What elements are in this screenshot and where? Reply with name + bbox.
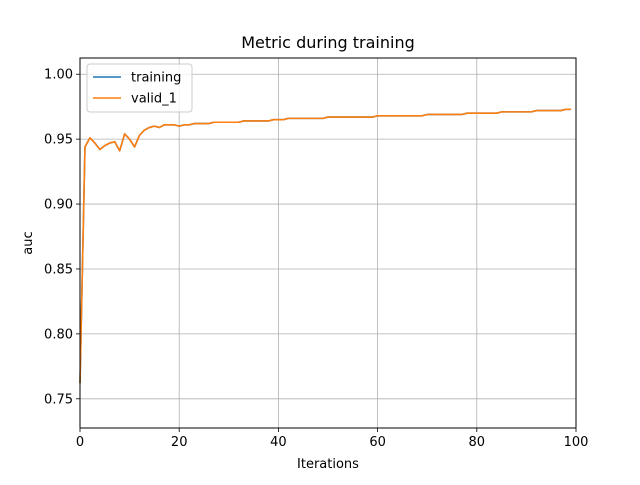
y-tick-label: 0.85: [44, 262, 73, 277]
x-tick-label: 20: [171, 435, 188, 450]
y-tick-label: 1.00: [44, 68, 73, 83]
legend-label-valid-1: valid_1: [131, 92, 177, 107]
x-tick-label: 60: [369, 435, 386, 450]
series-line-valid-1: [79, 108, 572, 384]
chart-title: Metric during training: [241, 33, 415, 52]
legend-box: [86, 63, 193, 113]
axis-ticks: 0 20 40 60 80 100 0.75 0.80 0.85 0.90 0.95 1.00: [44, 68, 588, 450]
axes-frame: [79, 57, 577, 429]
y-axis-label: auc: [21, 231, 36, 254]
y-tick-label: 0.90: [44, 198, 73, 213]
x-tick-label: 100: [564, 435, 589, 450]
legend: training valid_1: [86, 63, 193, 113]
x-tick-label: 40: [270, 435, 287, 450]
legend-label-training: training: [131, 71, 181, 86]
x-tick-label: 80: [469, 435, 486, 450]
x-axis-label: Iterations: [297, 457, 359, 472]
y-tick-label: 0.75: [44, 392, 73, 407]
y-tick-label: 0.80: [44, 327, 73, 342]
series-lines: [79, 108, 572, 384]
x-tick-label: 0: [76, 435, 84, 450]
y-tick-label: 0.95: [44, 133, 73, 148]
